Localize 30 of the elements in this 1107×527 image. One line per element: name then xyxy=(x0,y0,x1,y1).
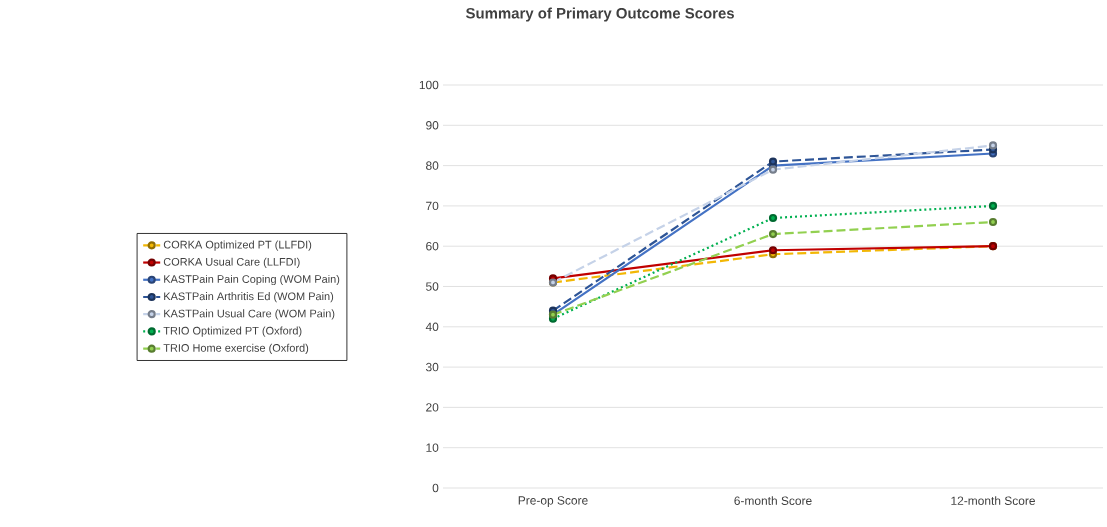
y-tick-label: 70 xyxy=(426,201,439,211)
legend-label: KASTPain Pain Coping (WOM Pain) xyxy=(164,274,340,286)
x-tick-label: 6-month Score xyxy=(734,496,812,505)
legend-label: KASTPain Usual Care (WOM Pain) xyxy=(164,309,335,320)
point xyxy=(768,165,778,174)
point xyxy=(768,157,778,166)
point xyxy=(768,230,778,239)
y-tick-label: 20 xyxy=(426,403,439,412)
legend-label: KASTPain Arthritis Ed (WOM Pain) xyxy=(164,292,334,303)
y-tick-label: 50 xyxy=(426,282,439,291)
point xyxy=(768,246,778,255)
y-tick-label: 90 xyxy=(426,121,439,130)
legend-label: TRIO Home exercise (Oxford) xyxy=(163,343,309,354)
point xyxy=(988,141,998,150)
y-tick-label: 0 xyxy=(432,483,439,493)
point xyxy=(988,201,998,210)
point xyxy=(768,213,778,223)
y-tick-label: 30 xyxy=(425,362,439,372)
point xyxy=(988,217,998,227)
x-tick-label: Pre-op Score xyxy=(518,496,588,508)
legend-label: TRIO Optimized PT (Oxford) xyxy=(163,326,302,337)
y-tick-label: 80 xyxy=(426,161,439,170)
legend-label: CORKA Optimized PT (LLFDI) xyxy=(163,240,312,251)
y-tick-label: 40 xyxy=(425,322,439,332)
legend-label: CORKA Usual Care (LLFDI) xyxy=(163,257,300,268)
y-tick-label: 60 xyxy=(426,241,439,251)
y-tick-label: 10 xyxy=(426,443,439,452)
y-tick-label: 100 xyxy=(419,80,439,90)
x-tick-label: 12-month Score xyxy=(951,496,1035,505)
chart-title: Summary of Primary Outcome Scores xyxy=(465,7,734,22)
